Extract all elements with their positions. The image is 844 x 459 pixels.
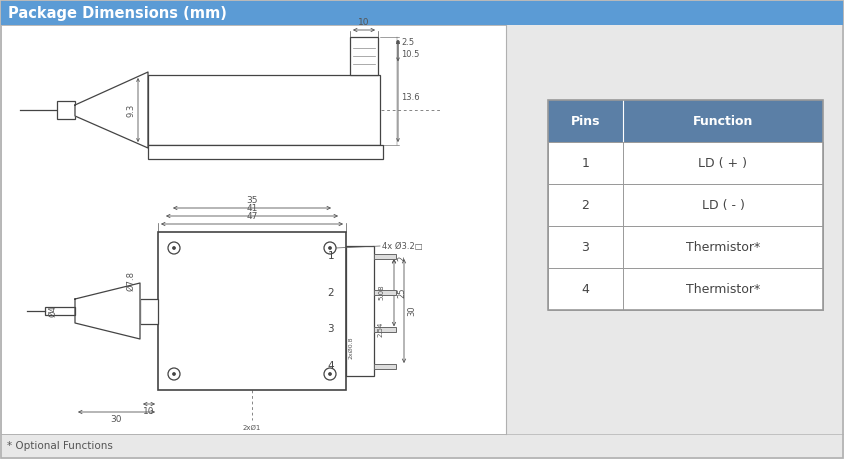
Text: 30: 30: [111, 415, 122, 424]
Text: Function: Function: [693, 114, 753, 128]
Circle shape: [172, 246, 176, 250]
Text: 2.5: 2.5: [401, 38, 414, 47]
Text: 2: 2: [397, 255, 406, 261]
Circle shape: [328, 246, 332, 250]
Circle shape: [172, 373, 176, 375]
Text: 2: 2: [582, 198, 589, 212]
Polygon shape: [75, 283, 140, 339]
Text: 47: 47: [246, 212, 257, 221]
FancyBboxPatch shape: [346, 246, 374, 376]
Text: 2xØ1: 2xØ1: [243, 425, 261, 431]
Text: 4: 4: [582, 282, 589, 296]
FancyBboxPatch shape: [374, 290, 396, 295]
Text: Thermistor*: Thermistor*: [686, 241, 760, 253]
Text: 41: 41: [246, 204, 257, 213]
FancyBboxPatch shape: [374, 327, 396, 332]
Text: Package Dimensions (mm): Package Dimensions (mm): [8, 6, 227, 21]
Polygon shape: [75, 72, 148, 148]
Text: 2.54: 2.54: [378, 322, 384, 337]
Text: 35: 35: [246, 196, 257, 205]
Text: 1: 1: [582, 157, 589, 169]
FancyBboxPatch shape: [45, 307, 75, 315]
FancyBboxPatch shape: [374, 364, 396, 369]
Text: LD ( - ): LD ( - ): [701, 198, 744, 212]
Text: 30: 30: [407, 306, 416, 316]
Text: 9.3: 9.3: [126, 103, 135, 117]
Text: Pins: Pins: [571, 114, 600, 128]
FancyBboxPatch shape: [548, 100, 823, 142]
FancyBboxPatch shape: [1, 1, 843, 25]
Text: LD ( + ): LD ( + ): [699, 157, 748, 169]
Text: 3: 3: [327, 325, 334, 334]
Circle shape: [324, 368, 336, 380]
Text: 13.6: 13.6: [401, 93, 419, 101]
FancyBboxPatch shape: [548, 268, 823, 310]
FancyBboxPatch shape: [148, 145, 383, 159]
FancyBboxPatch shape: [1, 25, 506, 434]
Text: 3: 3: [582, 241, 589, 253]
Text: 5.08: 5.08: [378, 285, 384, 301]
FancyBboxPatch shape: [140, 298, 158, 324]
Text: 4: 4: [327, 361, 334, 371]
Circle shape: [168, 242, 180, 254]
Circle shape: [328, 373, 332, 375]
FancyBboxPatch shape: [158, 232, 346, 390]
Text: 10: 10: [358, 18, 370, 27]
Text: 2: 2: [327, 288, 334, 298]
Text: 2xØ0.8: 2xØ0.8: [348, 336, 353, 359]
Text: 1: 1: [327, 251, 334, 261]
Text: 10: 10: [143, 407, 154, 416]
Text: 4x Ø3.2□: 4x Ø3.2□: [382, 241, 423, 251]
Text: Ø4: Ø4: [48, 305, 57, 317]
Text: * Optional Functions: * Optional Functions: [7, 441, 113, 451]
Text: Ø7.8: Ø7.8: [126, 271, 135, 291]
FancyBboxPatch shape: [374, 253, 396, 258]
FancyBboxPatch shape: [548, 142, 823, 184]
FancyBboxPatch shape: [350, 37, 378, 75]
Circle shape: [324, 242, 336, 254]
FancyBboxPatch shape: [548, 226, 823, 268]
FancyBboxPatch shape: [148, 75, 380, 145]
Text: 10.5: 10.5: [401, 50, 419, 59]
Text: Thermistor*: Thermistor*: [686, 282, 760, 296]
FancyBboxPatch shape: [57, 101, 75, 119]
Text: 25: 25: [397, 287, 406, 298]
FancyBboxPatch shape: [548, 184, 823, 226]
Circle shape: [168, 368, 180, 380]
